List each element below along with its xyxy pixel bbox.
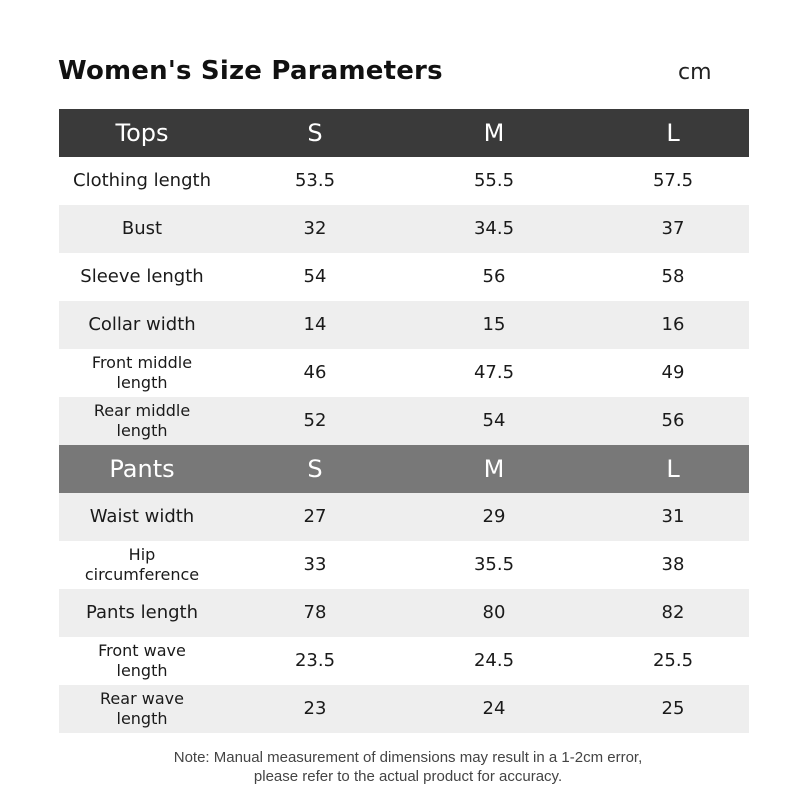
size-s-value: 33 — [303, 554, 327, 575]
size-l-value: 49 — [661, 362, 685, 383]
row-label: Front middle length — [91, 353, 193, 392]
table-row: Clothing length 53.5 55.5 57.5 — [59, 157, 749, 205]
table-row: Rear wave length 23 24 25 — [59, 685, 749, 733]
size-l-value: 58 — [661, 266, 685, 287]
size-s-value: 52 — [303, 410, 327, 431]
row-label: Front wave length — [98, 641, 186, 680]
size-m-value: 47.5 — [473, 362, 515, 383]
table-row: Pants length 78 80 82 — [59, 589, 749, 637]
size-l-value: 25.5 — [652, 650, 694, 671]
size-m-value: 55.5 — [473, 170, 515, 191]
size-m-value: 80 — [482, 602, 506, 623]
note-line-2: please refer to the actual product for a… — [253, 768, 563, 785]
row-label: Rear wave length — [100, 689, 184, 728]
size-table: Tops S M L Clothing length 53.5 55.5 57.… — [59, 109, 749, 733]
size-l-value: 16 — [661, 314, 685, 335]
measurement-note: Note: Manual measurement of dimensions m… — [0, 748, 800, 786]
size-l-value: 57.5 — [652, 170, 694, 191]
row-label: Collar width — [88, 314, 196, 335]
size-m-value: 35.5 — [473, 554, 515, 575]
size-m-value: 24 — [482, 698, 506, 719]
size-m-value: 15 — [482, 314, 506, 335]
pants-header-category: Pants — [109, 455, 175, 483]
table-row: Bust 32 34.5 37 — [59, 205, 749, 253]
row-label: Hip circumference — [84, 545, 200, 584]
size-s-value: 23.5 — [294, 650, 336, 671]
row-label: Clothing length — [73, 170, 211, 191]
size-s-value: 46 — [303, 362, 327, 383]
row-label: Waist width — [89, 506, 195, 527]
row-label: Sleeve length — [80, 266, 204, 287]
size-s-value: 32 — [303, 218, 327, 239]
tops-header-m: M — [483, 119, 505, 147]
row-label: Rear middle length — [93, 401, 191, 440]
size-s-value: 54 — [303, 266, 327, 287]
size-s-value: 14 — [303, 314, 327, 335]
tops-header-s: S — [307, 119, 323, 147]
tops-header-row: Tops S M L — [59, 109, 749, 157]
size-l-value: 31 — [661, 506, 685, 527]
size-l-value: 56 — [661, 410, 685, 431]
pants-header-m: M — [483, 455, 505, 483]
table-row: Front middle length 46 47.5 49 — [59, 349, 749, 397]
size-s-value: 78 — [303, 602, 327, 623]
row-label: Pants length — [85, 602, 199, 623]
note-line-1: Note: Manual measurement of dimensions m… — [173, 749, 643, 766]
table-row: Rear middle length 52 54 56 — [59, 397, 749, 445]
pants-header-row: Pants S M L — [59, 445, 749, 493]
unit-label: cm — [678, 60, 712, 85]
size-s-value: 53.5 — [294, 170, 336, 191]
tops-header-category: Tops — [115, 119, 169, 147]
table-row: Hip circumference 33 35.5 38 — [59, 541, 749, 589]
table-row: Collar width 14 15 16 — [59, 301, 749, 349]
table-row: Sleeve length 54 56 58 — [59, 253, 749, 301]
table-row: Waist width 27 29 31 — [59, 493, 749, 541]
size-l-value: 25 — [661, 698, 685, 719]
row-label: Bust — [121, 218, 163, 239]
table-row: Front wave length 23.5 24.5 25.5 — [59, 637, 749, 685]
size-l-value: 37 — [661, 218, 685, 239]
size-s-value: 27 — [303, 506, 327, 527]
size-m-value: 34.5 — [473, 218, 515, 239]
size-l-value: 38 — [661, 554, 685, 575]
size-m-value: 54 — [482, 410, 506, 431]
pants-header-l: L — [666, 455, 680, 483]
tops-header-l: L — [666, 119, 680, 147]
page-title: Women's Size Parameters — [58, 56, 443, 86]
size-m-value: 56 — [482, 266, 506, 287]
size-m-value: 29 — [482, 506, 506, 527]
pants-header-s: S — [307, 455, 323, 483]
size-s-value: 23 — [303, 698, 327, 719]
size-m-value: 24.5 — [473, 650, 515, 671]
size-l-value: 82 — [661, 602, 685, 623]
